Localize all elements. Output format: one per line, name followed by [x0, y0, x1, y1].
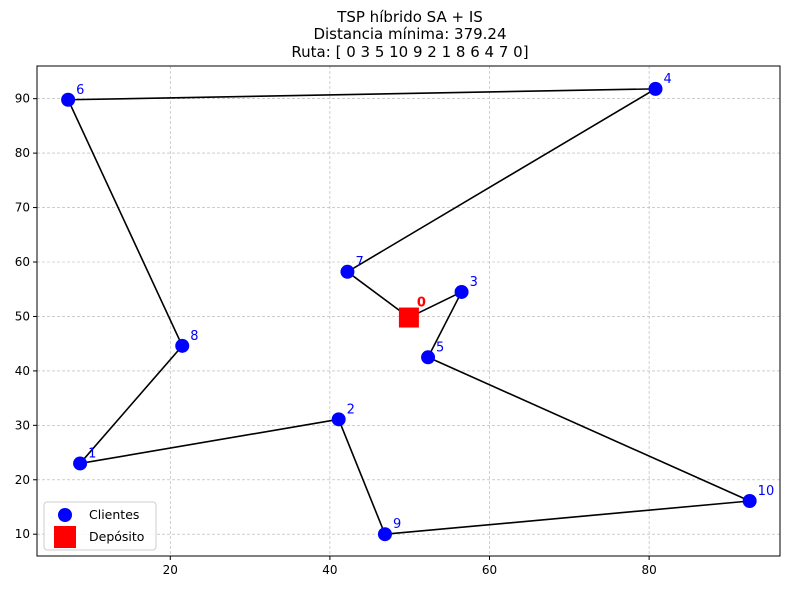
- route-segment: [68, 88, 656, 101]
- route-segment: [337, 419, 386, 535]
- legend-clients-label: Clientes: [89, 507, 139, 522]
- client-point: [377, 527, 392, 542]
- client-label: 4: [664, 72, 672, 87]
- client-point: [742, 494, 757, 509]
- client-label: 8: [190, 329, 198, 344]
- route-segment: [346, 271, 410, 319]
- depot-marker: [398, 307, 419, 328]
- y-tick-label: 10: [15, 527, 30, 541]
- client-point: [648, 81, 663, 96]
- title-line-2: Distancia mínima: 379.24: [313, 25, 506, 43]
- y-tick-label: 60: [15, 255, 30, 269]
- client-point: [421, 350, 436, 365]
- client-point: [175, 338, 190, 353]
- client-label: 3: [470, 275, 478, 290]
- legend-depot-marker: [54, 526, 76, 548]
- client-point: [340, 264, 355, 279]
- title-line-3: Ruta: [ 0 3 5 10 9 2 1 8 6 4 7 0]: [291, 43, 528, 61]
- y-tick-label: 70: [15, 201, 30, 215]
- client-label: 1: [88, 446, 96, 461]
- route-segment: [79, 345, 183, 464]
- client-label: 2: [347, 402, 355, 417]
- client-point: [61, 92, 76, 107]
- y-tick-label: 30: [15, 418, 30, 432]
- client-point: [331, 412, 346, 427]
- y-tick-label: 20: [15, 473, 30, 487]
- y-tick-label: 40: [15, 364, 30, 378]
- route-segment: [79, 418, 339, 465]
- y-tick-label: 80: [15, 146, 30, 160]
- x-tick-label: 60: [482, 563, 497, 577]
- client-label: 5: [436, 340, 444, 355]
- route-segment: [347, 88, 656, 273]
- x-tick-label: 20: [163, 563, 178, 577]
- route-segment: [67, 99, 183, 347]
- route-segment: [384, 500, 750, 536]
- legend-depot-label: Depósito: [89, 529, 144, 544]
- x-tick-label: 40: [322, 563, 337, 577]
- client-point: [454, 284, 469, 299]
- plot-area-frame: [36, 65, 781, 557]
- y-tick-label: 90: [15, 92, 30, 106]
- client-label: 7: [355, 255, 363, 270]
- route-lines: [67, 88, 750, 536]
- chart-title: TSP híbrido SA + IS Distancia mínima: 37…: [291, 8, 528, 61]
- route-segment: [427, 356, 750, 502]
- data-points: [61, 81, 757, 542]
- point-labels: 1 2 3 4 5 6 7 8 9 10 0: [76, 72, 774, 532]
- client-label: 9: [393, 517, 401, 532]
- title-line-1: TSP híbrido SA + IS: [336, 8, 483, 26]
- client-label: 6: [76, 83, 84, 98]
- route-segment: [427, 291, 463, 358]
- legend: Clientes Depósito: [43, 501, 157, 551]
- legend-clients-marker: [58, 508, 72, 522]
- y-tick-label: 50: [15, 309, 30, 323]
- client-point: [73, 456, 88, 471]
- client-label: 10: [758, 484, 775, 499]
- depot-label: 0: [417, 296, 426, 311]
- x-tick-label: 80: [641, 563, 656, 577]
